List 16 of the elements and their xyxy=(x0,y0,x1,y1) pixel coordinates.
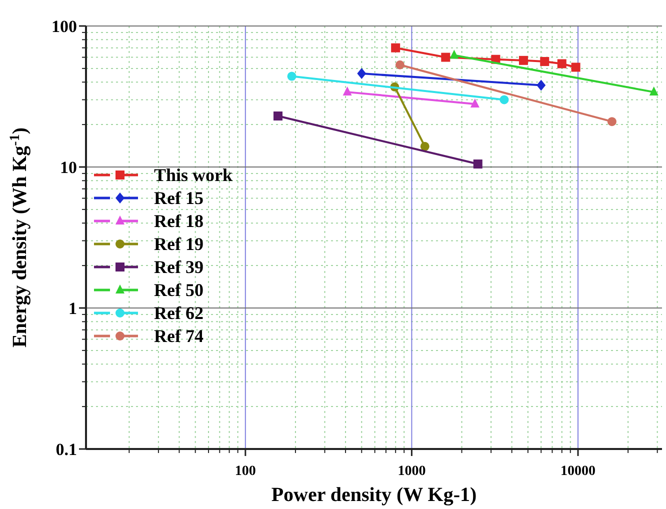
y-tick-label: 10 xyxy=(60,158,77,177)
legend-label: Ref 19 xyxy=(154,234,204,254)
x-tick-label: 1000 xyxy=(398,464,426,479)
legend-label: Ref 62 xyxy=(154,303,204,323)
legend-label: Ref 18 xyxy=(154,211,204,231)
y-tick-label: 0.1 xyxy=(56,440,77,459)
legend-label: Ref 50 xyxy=(154,280,204,300)
legend-label: Ref 15 xyxy=(154,188,204,208)
y-tick-label: 100 xyxy=(52,17,77,36)
legend-label: Ref 74 xyxy=(154,326,204,346)
x-axis-title: Power density (W Kg-1) xyxy=(271,484,477,506)
legend-label: This work xyxy=(154,165,233,185)
x-tick-label: 10000 xyxy=(560,464,596,479)
legend-label: Ref 39 xyxy=(154,257,204,277)
y-tick-label: 1 xyxy=(68,299,77,318)
x-tick-label: 100 xyxy=(234,464,256,479)
